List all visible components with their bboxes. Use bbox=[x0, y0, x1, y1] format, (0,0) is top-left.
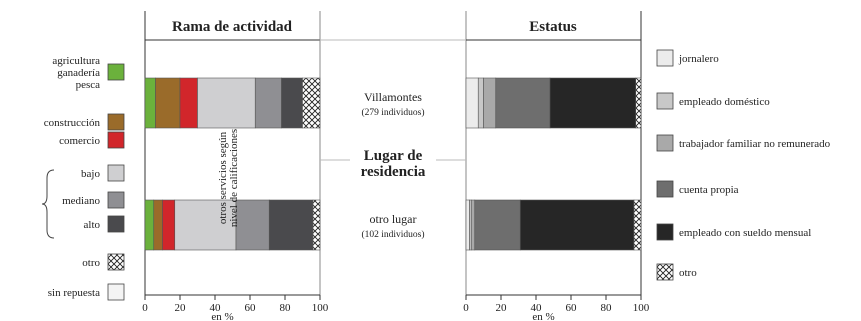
bar-segment-agri bbox=[144, 199, 155, 251]
legend-label-otro: otro bbox=[82, 257, 100, 269]
bar-segment-otro bbox=[633, 199, 642, 251]
legend-swatch-otro bbox=[656, 263, 674, 281]
x-tick-label: 0 bbox=[463, 302, 469, 314]
group-brace bbox=[41, 169, 55, 239]
legend-label-med: mediano bbox=[62, 195, 100, 207]
bars-layer bbox=[144, 77, 642, 251]
legend-swatch-fam bbox=[656, 134, 674, 152]
x-tick-label: 20 bbox=[175, 302, 187, 314]
bar-segment-com bbox=[162, 199, 176, 251]
legend-swatch-bajo bbox=[107, 164, 125, 182]
bar-segment-jor bbox=[465, 77, 479, 129]
bar-segment-med bbox=[254, 77, 282, 129]
bar-segment-jor bbox=[465, 199, 470, 251]
bar-segment-bajo bbox=[174, 199, 237, 251]
bar-segment-dom bbox=[477, 77, 484, 129]
x-tick-label: 100 bbox=[312, 302, 329, 314]
bar-segment-bajo bbox=[197, 77, 256, 129]
row-label-name: Villamontes bbox=[364, 90, 422, 104]
row-label-count: (279 individuos) bbox=[361, 107, 424, 118]
bar-segment-esm bbox=[549, 77, 637, 129]
legend-swatch-alto bbox=[107, 215, 125, 233]
bar-segment-cp bbox=[474, 199, 521, 251]
legend-swatch-com bbox=[107, 131, 125, 149]
group-label: otros servicios segúnnivel de calificaci… bbox=[217, 129, 240, 227]
row-label-name: otro lugar bbox=[370, 212, 417, 226]
x-tick-label: 100 bbox=[633, 302, 650, 314]
x-tick-label: 60 bbox=[566, 302, 578, 314]
legend-label-bajo: bajo bbox=[81, 168, 100, 180]
bar-segment-otro bbox=[635, 77, 642, 129]
bar-segment-esm bbox=[519, 199, 635, 251]
legend-label-esm: empleado con sueldo mensual bbox=[679, 227, 811, 239]
bar-segment-cons bbox=[153, 199, 163, 251]
center-label: Lugar de residencia bbox=[361, 148, 426, 180]
x-tick-label: 40 bbox=[210, 302, 222, 314]
bar-segment-cp bbox=[495, 77, 551, 129]
legend-label-dom: empleado doméstico bbox=[679, 96, 770, 108]
center-connectors bbox=[320, 39, 466, 161]
x-tick-label: 60 bbox=[245, 302, 257, 314]
legend-swatch-dom bbox=[656, 92, 674, 110]
legend-label-jor: jornalero bbox=[678, 53, 719, 65]
bar-segment-com bbox=[179, 77, 198, 129]
x-tick-label: 80 bbox=[601, 302, 613, 314]
x-axis-label: en % bbox=[211, 311, 233, 321]
legend-label-agri: agricultura ganadería pesca bbox=[52, 55, 100, 91]
axes-layer: 0 20 40 60 80 100 en % 0 20 40 60 80 100 en % bbox=[142, 295, 650, 321]
legend-label-cp: cuenta propia bbox=[679, 184, 739, 196]
legend-label-alto: alto bbox=[84, 219, 101, 231]
bar-segment-agri bbox=[144, 77, 156, 129]
legend-label-fam: trabajador familiar no remunerado bbox=[679, 138, 831, 150]
x-tick-label: 40 bbox=[531, 302, 543, 314]
x-tick-label: 80 bbox=[280, 302, 292, 314]
panel-left-title: Rama de actividad bbox=[172, 19, 293, 35]
legend-swatch-agri bbox=[107, 63, 125, 81]
legend-label-com: comercio bbox=[59, 135, 100, 147]
legend-label-cons: construcción bbox=[44, 117, 101, 129]
x-axis-label: en % bbox=[532, 311, 554, 321]
legend-label-sr: sin repuesta bbox=[48, 287, 100, 299]
legend-swatch-esm bbox=[656, 223, 674, 241]
bar-segment-alto bbox=[268, 199, 314, 251]
legend-swatch-otro bbox=[107, 253, 125, 271]
legend-swatch-cp bbox=[656, 180, 674, 198]
panel-right-frame bbox=[465, 11, 642, 296]
bar-segment-otro bbox=[302, 77, 321, 129]
legend-right: jornalero empleado doméstico trabajador fa… bbox=[656, 49, 831, 281]
legend-left: agricultura ganadería pesca construcción com… bbox=[44, 55, 125, 301]
bar-segment-fam bbox=[483, 77, 497, 129]
row-label-count: (102 individuos) bbox=[361, 229, 424, 240]
bar-segment-alto bbox=[281, 77, 303, 129]
legend-swatch-cons bbox=[107, 113, 125, 131]
x-tick-label: 20 bbox=[496, 302, 508, 314]
panel-right-title: Estatus bbox=[529, 19, 577, 35]
legend-swatch-sr bbox=[107, 283, 125, 301]
row-labels: Villamontes (279 individuos) otro lugar (10… bbox=[361, 90, 424, 240]
legend-swatch-jor bbox=[656, 49, 674, 67]
legend-label-otro: otro bbox=[679, 267, 697, 279]
x-tick-label: 0 bbox=[142, 302, 148, 314]
legend-swatch-med bbox=[107, 191, 125, 209]
bar-segment-fam bbox=[470, 199, 476, 251]
bar-segment-otro bbox=[312, 199, 321, 251]
bar-segment-cons bbox=[155, 77, 181, 129]
bar-segment-med bbox=[235, 199, 270, 251]
